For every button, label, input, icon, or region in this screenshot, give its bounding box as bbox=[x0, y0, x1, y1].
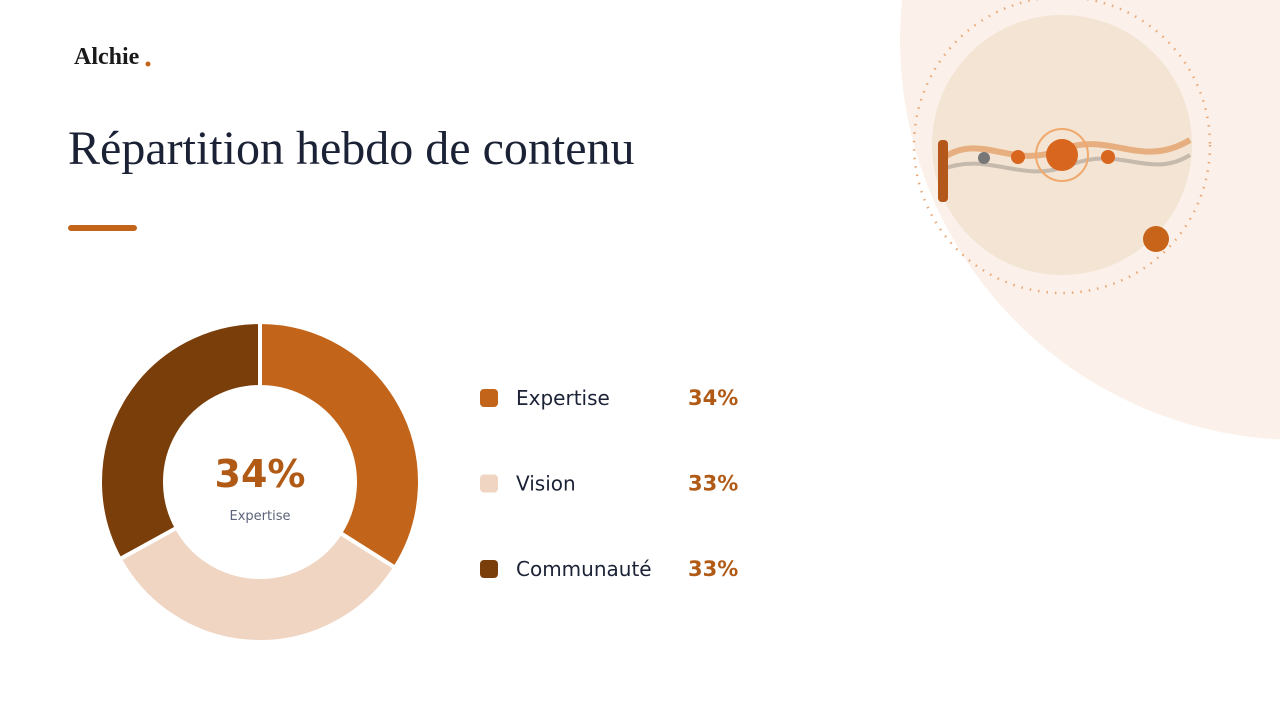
illustration-orb bbox=[1101, 150, 1115, 164]
legend-label: Vision bbox=[516, 472, 576, 496]
brand: Alchie bbox=[74, 44, 140, 70]
donut-segment bbox=[98, 319, 262, 562]
illustration-orb bbox=[978, 152, 990, 164]
accent-dot bbox=[1143, 226, 1169, 252]
donut bbox=[98, 319, 422, 644]
chart-title: Répartition hebdo de contenu bbox=[68, 122, 635, 175]
legend-value: 34% bbox=[688, 386, 738, 410]
donut-segment bbox=[117, 525, 398, 644]
illustration-orb bbox=[1035, 128, 1089, 182]
legend-label: Communauté bbox=[516, 557, 652, 581]
legend: Expertise 34% Vision 33% Communauté 33% bbox=[480, 386, 738, 581]
illustration-figure bbox=[938, 140, 948, 202]
legend-swatch bbox=[480, 560, 498, 578]
center-value: 34% bbox=[215, 452, 306, 496]
legend-swatch bbox=[480, 389, 498, 407]
legend-value: 33% bbox=[688, 557, 738, 581]
illustration-orb bbox=[1046, 139, 1078, 171]
legend-label: Expertise bbox=[516, 386, 610, 410]
title-underline bbox=[68, 225, 137, 231]
illustration-orb bbox=[1011, 150, 1025, 164]
donut-segment bbox=[258, 319, 422, 571]
center-label: Expertise bbox=[230, 509, 291, 524]
dotted-ring bbox=[912, 0, 1212, 295]
legend-swatch bbox=[480, 474, 498, 493]
legend-value: 33% bbox=[688, 472, 738, 496]
brand-dot bbox=[145, 61, 151, 67]
